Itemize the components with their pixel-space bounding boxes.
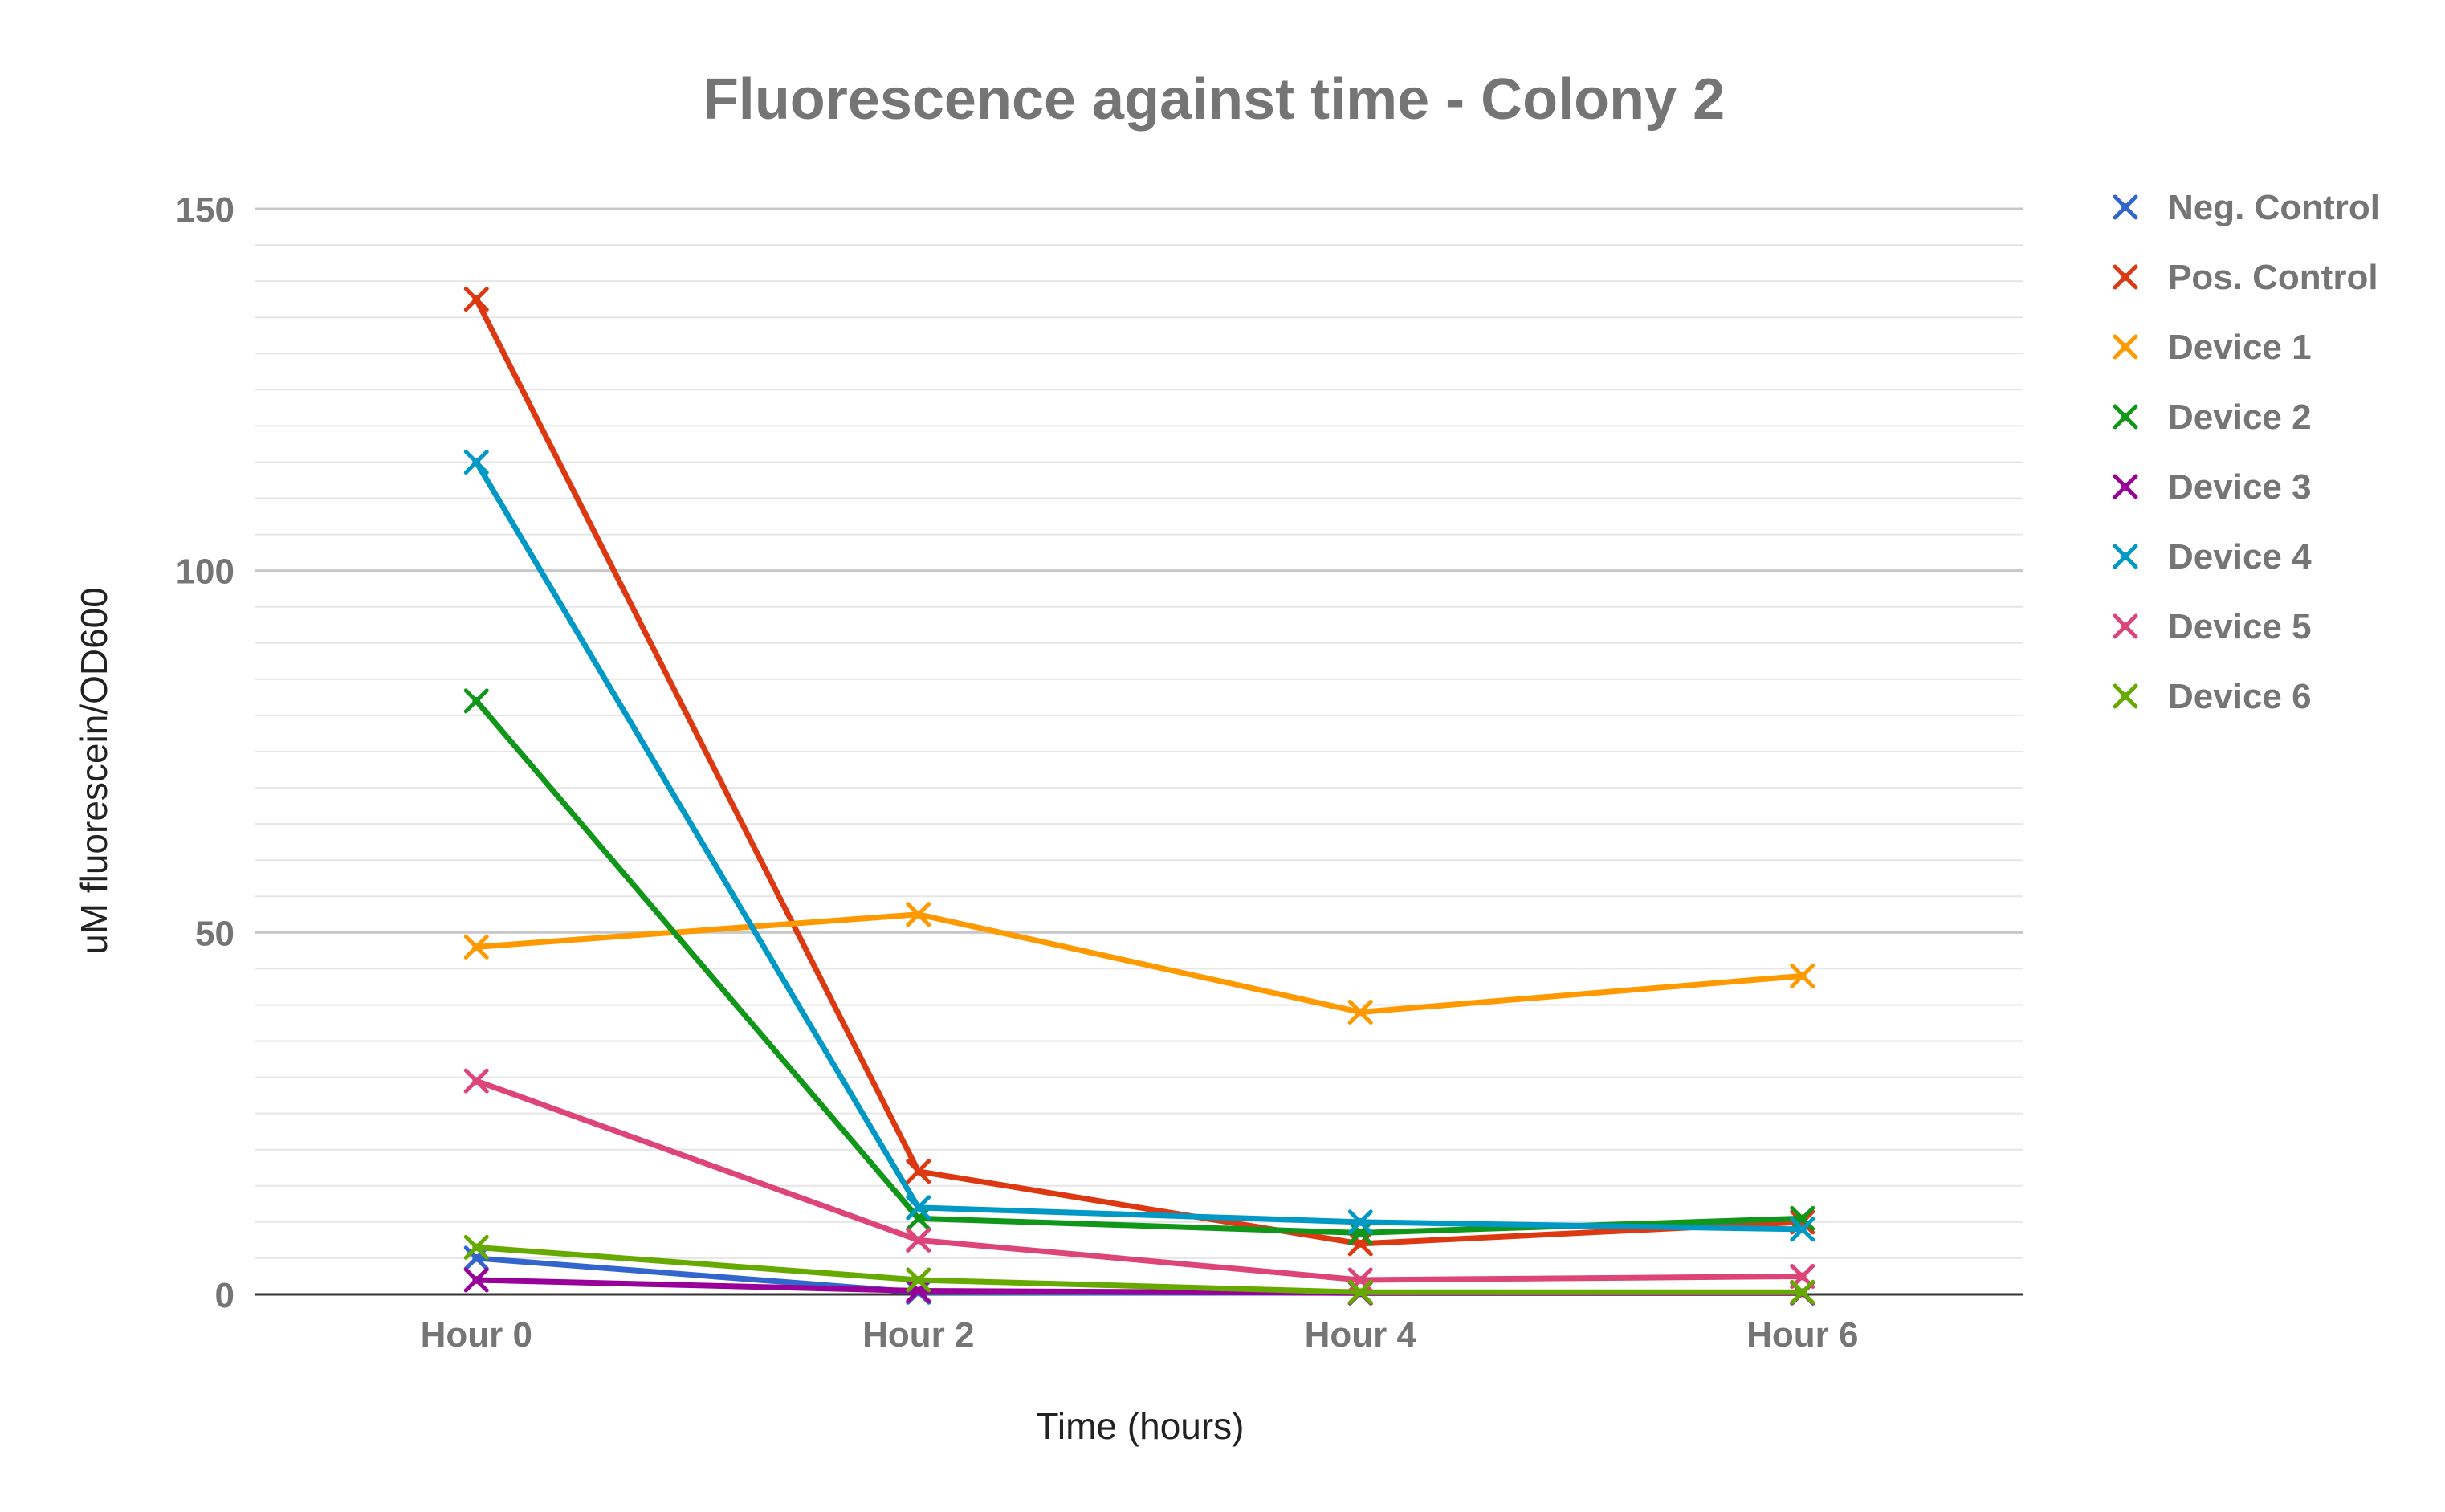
- legend-item: Neg. Control: [2113, 188, 2380, 227]
- axes: 0 50 100 150 Hour 0 Hour 2 Hour 4 Hour 6: [176, 190, 2023, 1355]
- legend-item: Device 3: [2113, 467, 2312, 507]
- y-tick-label: 50: [195, 914, 234, 953]
- legend-marker: [2113, 683, 2138, 709]
- series-line: [473, 296, 1806, 1247]
- legend-marker: [2113, 404, 2138, 430]
- data-point: [463, 287, 489, 312]
- y-axis-label: uM fluorescein/OD600: [73, 587, 115, 955]
- legend-marker: [2113, 194, 2138, 220]
- legend-label: Neg. Control: [2168, 188, 2380, 227]
- x-tick-label: Hour 2: [862, 1315, 974, 1355]
- legend-marker: [2113, 474, 2138, 499]
- data-point: [906, 1267, 931, 1293]
- legend-label: Device 4: [2168, 537, 2312, 577]
- series-lines: [463, 287, 1815, 1306]
- data-point: [1347, 1279, 1373, 1305]
- chart-title: Fluorescence against time - Colony 2: [703, 67, 1725, 132]
- series-device-2: [463, 688, 1815, 1245]
- data-point: [1790, 1205, 1815, 1231]
- series-line: [473, 1078, 1806, 1283]
- legend-item: Device 1: [2113, 328, 2312, 367]
- x-axis-label: Time (hours): [1037, 1405, 1245, 1447]
- series-line: [473, 1244, 1806, 1295]
- legend-label: Device 3: [2168, 467, 2312, 507]
- series-pos-control: [463, 287, 1815, 1257]
- series-device-4: [463, 449, 1815, 1242]
- gridlines: [255, 207, 2023, 1259]
- legend-label: Device 5: [2168, 607, 2312, 646]
- y-tick-label: 100: [176, 552, 234, 592]
- data-point: [1790, 1279, 1815, 1305]
- data-point: [463, 1068, 489, 1094]
- data-point: [463, 934, 489, 960]
- data-point: [906, 1227, 931, 1253]
- series-device-5: [463, 1068, 1815, 1293]
- data-point: [1347, 1231, 1373, 1257]
- data-point: [463, 449, 489, 475]
- legend-marker: [2113, 334, 2138, 360]
- legend-marker: [2113, 613, 2138, 639]
- data-point: [1347, 1220, 1373, 1245]
- legend-item: Device 5: [2113, 607, 2312, 646]
- legend: Neg. Control Pos. Control Device 1 Device 2…: [2113, 188, 2380, 716]
- data-point: [906, 1195, 931, 1221]
- legend-label: Pos. Control: [2168, 258, 2378, 297]
- data-point: [906, 902, 931, 927]
- series-line: [473, 458, 1806, 1233]
- x-tick-label: Hour 0: [421, 1315, 532, 1355]
- data-point: [1790, 963, 1815, 988]
- legend-item: Pos. Control: [2113, 258, 2378, 297]
- data-point: [463, 1245, 489, 1271]
- series-device-1: [463, 902, 1815, 1025]
- legend-marker: [2113, 544, 2138, 569]
- data-point: [1347, 1209, 1373, 1235]
- data-point: [463, 688, 489, 714]
- series-line: [473, 911, 1806, 1015]
- data-point: [1790, 1217, 1815, 1242]
- legend-marker: [2113, 264, 2138, 290]
- legend-item: Device 4: [2113, 537, 2312, 577]
- legend-label: Device 2: [2168, 397, 2312, 437]
- legend-label: Device 6: [2168, 677, 2312, 716]
- data-point: [906, 1205, 931, 1231]
- data-point: [463, 1234, 489, 1260]
- series-device-6: [463, 1234, 1815, 1305]
- data-point: [463, 1267, 489, 1293]
- x-tick-label: Hour 6: [1746, 1315, 1858, 1355]
- data-point: [1347, 999, 1373, 1025]
- data-point: [906, 1159, 931, 1184]
- y-tick-label: 0: [215, 1276, 234, 1315]
- legend-label: Device 1: [2168, 328, 2312, 367]
- data-point: [906, 1278, 931, 1303]
- legend-item: Device 6: [2113, 677, 2312, 716]
- x-tick-label: Hour 4: [1305, 1315, 1417, 1355]
- legend-item: Device 2: [2113, 397, 2312, 437]
- y-tick-label: 150: [176, 190, 234, 230]
